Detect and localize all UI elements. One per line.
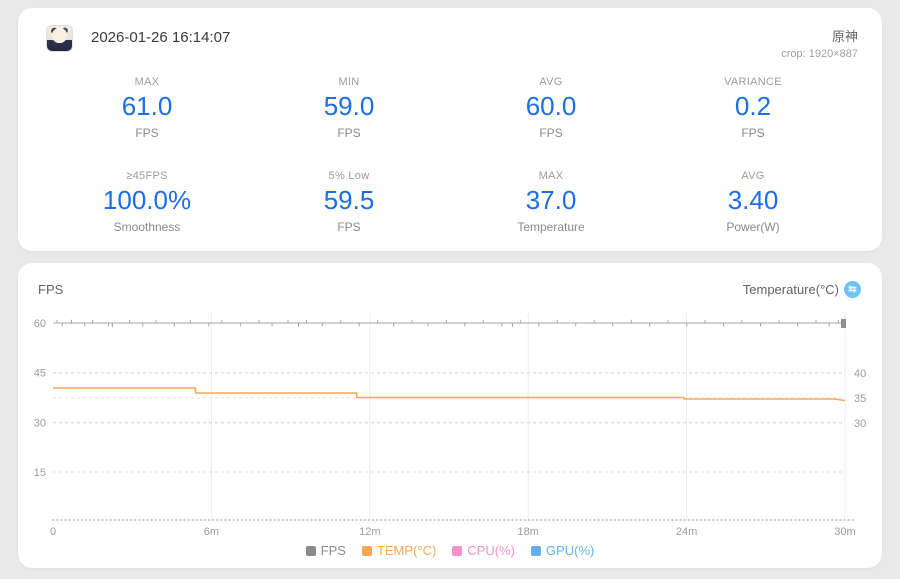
fps-swatch-icon — [305, 545, 316, 556]
report-timestamp: 2026-01-26 16:14:07 — [91, 29, 231, 46]
chart-left-axis-title: FPS — [38, 282, 64, 297]
app-avatar-icon — [46, 25, 73, 52]
stat-unit: Temperature — [517, 220, 585, 234]
svg-text:30: 30 — [854, 418, 866, 430]
stat-unit: FPS — [337, 126, 361, 140]
svg-text:24m: 24m — [676, 526, 697, 538]
legend-item-cpu[interactable]: CPU(%) — [452, 543, 515, 558]
legend-item-fps[interactable]: FPS — [305, 543, 346, 558]
stat-unit: FPS — [741, 126, 765, 140]
chart-right-axis-title: Temperature(°C) — [742, 282, 839, 297]
chart-card: FPS Temperature(°C) ⇆ 60 45 30 15 40 35 30 0 6m 1… — [18, 263, 882, 568]
stat-label: AVG — [539, 76, 563, 88]
svg-text:30m: 30m — [834, 526, 855, 538]
app-name: 原神 — [831, 29, 858, 44]
stat-value: 0.2 — [734, 91, 772, 121]
legend-item-temp[interactable]: TEMP(°C) — [361, 543, 436, 558]
svg-text:35: 35 — [854, 393, 866, 405]
svg-text:15: 15 — [34, 467, 46, 479]
svg-text:12m: 12m — [359, 526, 380, 538]
stats-grid: MAX 61.0 FPS MIN 59.0 FPS AVG 60.0 FPS V… — [18, 60, 882, 234]
svg-text:0: 0 — [50, 526, 56, 538]
stat-5pct-low-fps: 5% Low 59.5 FPS — [248, 170, 450, 234]
stat-value: 61.0 — [121, 91, 173, 121]
stat-label: MAX — [134, 76, 160, 88]
report-header: 2026-01-26 16:14:07 原神 crop: 1920×887 — [18, 8, 882, 60]
svg-text:18m: 18m — [517, 526, 538, 538]
stat-unit: Power(W) — [726, 220, 780, 234]
chart-legend: FPS TEMP(°C) CPU(%) GPU(%) — [18, 543, 882, 558]
stat-unit: FPS — [337, 220, 361, 234]
svg-text:60: 60 — [34, 318, 46, 330]
stat-unit: FPS — [135, 126, 159, 140]
stat-value: 100.0% — [102, 185, 192, 215]
stat-unit: Smoothness — [113, 220, 181, 234]
stats-card: 2026-01-26 16:14:07 原神 crop: 1920×887 MA… — [18, 8, 882, 251]
crop-info: crop: 1920×887 — [781, 48, 858, 60]
stat-label: MIN — [338, 76, 360, 88]
stat-value: 59.5 — [323, 185, 375, 215]
stat-label: VARIANCE — [724, 76, 782, 88]
stat-avg-fps: AVG 60.0 FPS — [450, 76, 652, 140]
svg-text:40: 40 — [854, 368, 866, 380]
stat-value: 60.0 — [525, 91, 577, 121]
temp-swatch-icon — [361, 545, 372, 556]
cpu-swatch-icon — [452, 545, 463, 556]
stat-max-temperature: MAX 37.0 Temperature — [450, 170, 652, 234]
svg-text:30: 30 — [34, 417, 46, 429]
svg-text:6m: 6m — [204, 526, 219, 538]
stat-value: 59.0 — [323, 91, 375, 121]
gpu-swatch-icon — [530, 545, 541, 556]
stat-label: 5% Low — [328, 170, 370, 182]
stat-smoothness: ≥45FPS 100.0% Smoothness — [46, 170, 248, 234]
stat-unit: FPS — [539, 126, 563, 140]
stat-value: 3.40 — [727, 185, 779, 215]
stat-variance-fps: VARIANCE 0.2 FPS — [652, 76, 854, 140]
stat-label: AVG — [741, 170, 765, 182]
stat-label: MAX — [538, 170, 564, 182]
stat-label: ≥45FPS — [126, 170, 168, 182]
stat-avg-power: AVG 3.40 Power(W) — [652, 170, 854, 234]
performance-chart: 60 45 30 15 40 35 30 0 6m 12m 18m 24m 30m — [34, 313, 866, 538]
swap-axis-icon[interactable]: ⇆ — [844, 281, 861, 298]
stat-min-fps: MIN 59.0 FPS — [248, 76, 450, 140]
svg-text:45: 45 — [34, 368, 46, 380]
legend-item-gpu[interactable]: GPU(%) — [530, 543, 594, 558]
stat-value: 37.0 — [525, 185, 577, 215]
stat-max-fps: MAX 61.0 FPS — [46, 76, 248, 140]
